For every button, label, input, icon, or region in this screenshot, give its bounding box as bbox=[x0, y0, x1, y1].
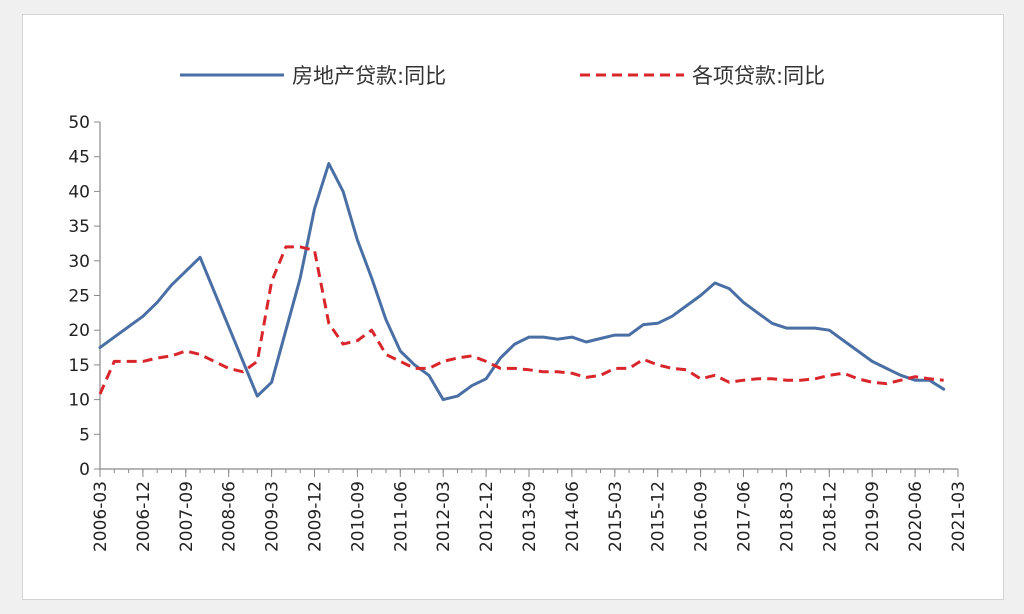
series-lines bbox=[98, 162, 946, 402]
x-tick-label: 2018-03 bbox=[777, 481, 797, 552]
series-line-1 bbox=[98, 245, 944, 395]
y-tick-label: 20 bbox=[68, 321, 90, 341]
axes bbox=[99, 122, 958, 470]
y-tick-label: 35 bbox=[68, 217, 90, 237]
x-tick-label: 2019-09 bbox=[863, 481, 883, 552]
x-tick-label: 2009-03 bbox=[263, 481, 283, 552]
legend-label-total-loans: 各项贷款:同比 bbox=[692, 64, 825, 88]
x-tick-label: 2018-12 bbox=[820, 481, 840, 552]
x-tick-label: 2013-09 bbox=[520, 481, 540, 552]
x-tick-label: 2015-12 bbox=[649, 481, 669, 552]
chart-frame bbox=[22, 14, 1004, 600]
x-axis-ticks: 2006-03 2006-12 2007-09 2008-06 2009-03 2009-… bbox=[91, 469, 969, 552]
x-tick-label: 2008-06 bbox=[220, 481, 240, 552]
y-tick-label: 40 bbox=[68, 182, 90, 202]
y-tick-label: 0 bbox=[79, 460, 90, 480]
x-tick-label: 2010-09 bbox=[348, 481, 368, 552]
x-tick-label: 2012-12 bbox=[477, 481, 497, 552]
series-line-0 bbox=[98, 162, 946, 402]
x-tick-label: 2017-06 bbox=[735, 481, 755, 552]
y-tick-label: 45 bbox=[68, 148, 90, 168]
y-axis-ticks: 0 5 10 15 20 25 30 35 40 45 50 bbox=[68, 113, 100, 480]
x-tick-label: 2006-12 bbox=[134, 481, 154, 552]
legend: 房地产贷款:同比 各项贷款:同比 bbox=[180, 64, 825, 88]
y-tick-label: 5 bbox=[79, 425, 90, 445]
y-tick-label: 25 bbox=[68, 287, 90, 307]
x-tick-label: 2007-09 bbox=[177, 481, 197, 552]
y-tick-label: 10 bbox=[68, 391, 90, 411]
y-tick-label: 50 bbox=[68, 113, 90, 133]
x-tick-label: 2006-03 bbox=[91, 481, 111, 552]
y-tick-label: 15 bbox=[68, 356, 90, 376]
x-tick-label: 2016-09 bbox=[692, 481, 712, 552]
x-tick-label: 2020-06 bbox=[906, 481, 926, 552]
legend-label-real-estate-loans: 房地产贷款:同比 bbox=[292, 64, 446, 88]
x-tick-label: 2015-03 bbox=[606, 481, 626, 552]
y-tick-label: 30 bbox=[68, 252, 90, 272]
x-tick-label: 2009-12 bbox=[306, 481, 326, 552]
x-tick-label: 2011-06 bbox=[391, 481, 411, 552]
x-tick-label: 2014-06 bbox=[563, 481, 583, 552]
x-tick-label: 2012-03 bbox=[434, 481, 454, 552]
x-tick-label: 2021-03 bbox=[949, 481, 969, 552]
